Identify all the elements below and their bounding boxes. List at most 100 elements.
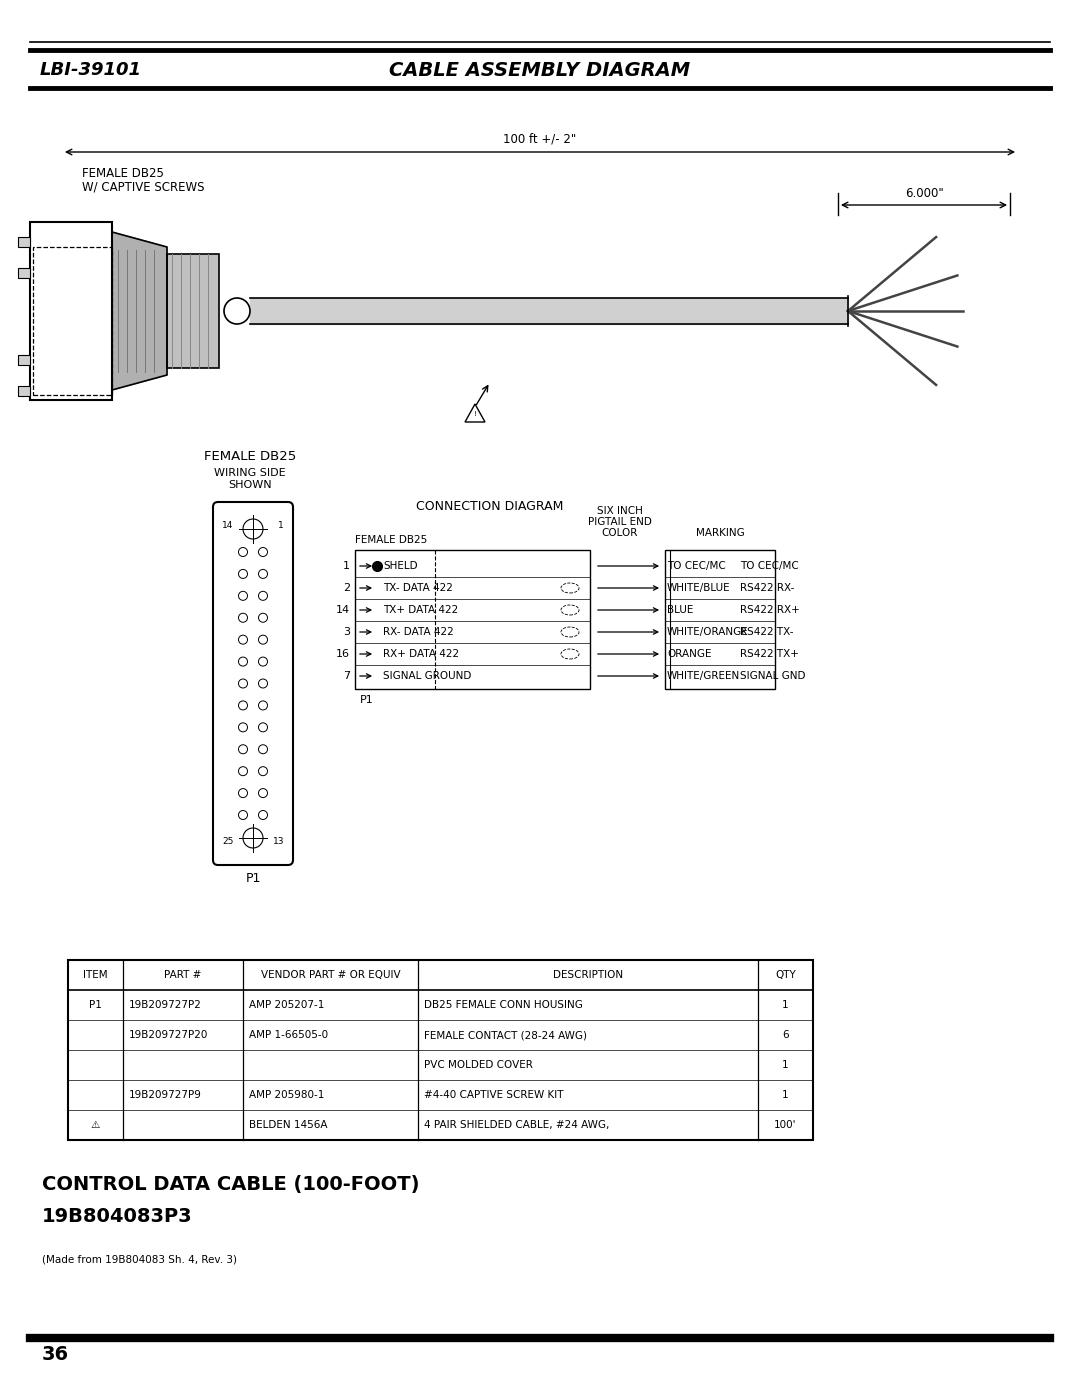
Text: ⚠: ⚠ <box>91 1120 100 1130</box>
Text: PIGTAIL END: PIGTAIL END <box>589 517 652 527</box>
Text: PART #: PART # <box>164 970 202 981</box>
Text: WHITE/ORANGE: WHITE/ORANGE <box>667 627 748 637</box>
Text: 1: 1 <box>279 521 284 529</box>
Text: 19B209727P9: 19B209727P9 <box>129 1090 202 1099</box>
Text: LBI-39101: LBI-39101 <box>40 61 141 80</box>
Circle shape <box>239 810 247 820</box>
Circle shape <box>258 679 268 687</box>
Bar <box>167 254 219 367</box>
Text: PVC MOLDED COVER: PVC MOLDED COVER <box>424 1060 532 1070</box>
Text: 1: 1 <box>782 1000 788 1010</box>
Bar <box>18 355 30 365</box>
Text: DESCRIPTION: DESCRIPTION <box>553 970 623 981</box>
Text: FEMALE DB25: FEMALE DB25 <box>355 535 428 545</box>
Bar <box>665 550 775 689</box>
Text: FEMALE DB25: FEMALE DB25 <box>82 168 164 180</box>
Text: TO CEC/MC: TO CEC/MC <box>667 562 726 571</box>
Text: WIRING SIDE: WIRING SIDE <box>214 468 286 478</box>
Circle shape <box>258 810 268 820</box>
Text: 100': 100' <box>774 1120 797 1130</box>
Text: 3: 3 <box>343 627 350 637</box>
Text: RS422 TX+: RS422 TX+ <box>740 650 799 659</box>
Text: SIGNAL GND: SIGNAL GND <box>740 671 806 680</box>
Text: BLUE: BLUE <box>667 605 693 615</box>
Circle shape <box>258 591 268 601</box>
Text: 4 PAIR SHIELDED CABLE, #24 AWG,: 4 PAIR SHIELDED CABLE, #24 AWG, <box>424 1120 609 1130</box>
Text: P1: P1 <box>89 1000 102 1010</box>
Text: QTY: QTY <box>775 970 796 981</box>
Text: FEMALE DB25: FEMALE DB25 <box>204 450 296 462</box>
Polygon shape <box>249 298 848 324</box>
Circle shape <box>258 613 268 622</box>
Text: VENDOR PART # OR EQUIV: VENDOR PART # OR EQUIV <box>260 970 401 981</box>
Circle shape <box>258 767 268 775</box>
Text: #4-40 CAPTIVE SCREW KIT: #4-40 CAPTIVE SCREW KIT <box>424 1090 564 1099</box>
Text: 14: 14 <box>336 605 350 615</box>
FancyBboxPatch shape <box>213 502 293 865</box>
Circle shape <box>239 722 247 732</box>
Text: TO CEC/MC: TO CEC/MC <box>740 562 799 571</box>
Circle shape <box>258 548 268 556</box>
Text: W/ CAPTIVE SCREWS: W/ CAPTIVE SCREWS <box>82 180 204 193</box>
Text: CABLE ASSEMBLY DIAGRAM: CABLE ASSEMBLY DIAGRAM <box>390 60 690 80</box>
Text: RS422 RX-: RS422 RX- <box>740 583 795 592</box>
Bar <box>18 386 30 395</box>
Text: 6.000": 6.000" <box>905 187 943 200</box>
Text: SHELD: SHELD <box>383 562 418 571</box>
Bar <box>355 550 590 689</box>
Text: 2: 2 <box>342 583 350 592</box>
Circle shape <box>239 591 247 601</box>
Text: RS422 TX-: RS422 TX- <box>740 627 794 637</box>
Text: P1: P1 <box>245 872 260 886</box>
Text: 6: 6 <box>782 1030 788 1039</box>
Text: AMP 205980-1: AMP 205980-1 <box>249 1090 324 1099</box>
Text: BELDEN 1456A: BELDEN 1456A <box>249 1120 327 1130</box>
Circle shape <box>258 657 268 666</box>
Text: 14: 14 <box>222 521 233 529</box>
Text: 19B804083P3: 19B804083P3 <box>42 1207 192 1227</box>
Text: 19B209727P2: 19B209727P2 <box>129 1000 202 1010</box>
Text: 1: 1 <box>782 1060 788 1070</box>
Text: SIGNAL GROUND: SIGNAL GROUND <box>383 671 471 680</box>
Circle shape <box>258 788 268 798</box>
Circle shape <box>239 657 247 666</box>
Text: AMP 205207-1: AMP 205207-1 <box>249 1000 324 1010</box>
Text: 100 ft +/- 2": 100 ft +/- 2" <box>503 133 577 147</box>
Text: 16: 16 <box>336 650 350 659</box>
Text: RX- DATA 422: RX- DATA 422 <box>383 627 454 637</box>
Text: 1: 1 <box>343 562 350 571</box>
Text: RS422 RX+: RS422 RX+ <box>740 605 800 615</box>
Text: ITEM: ITEM <box>83 970 108 981</box>
Text: 25: 25 <box>222 837 233 847</box>
Text: 1: 1 <box>782 1090 788 1099</box>
Text: SHOWN: SHOWN <box>228 481 272 490</box>
Circle shape <box>239 679 247 687</box>
Circle shape <box>258 745 268 754</box>
Text: TX- DATA 422: TX- DATA 422 <box>383 583 453 592</box>
Text: 19B209727P20: 19B209727P20 <box>129 1030 208 1039</box>
Circle shape <box>239 636 247 644</box>
Circle shape <box>239 788 247 798</box>
Circle shape <box>239 613 247 622</box>
Polygon shape <box>465 404 485 422</box>
Bar <box>30 222 112 400</box>
Text: 7: 7 <box>342 671 350 680</box>
Bar <box>68 960 813 1140</box>
Text: SIX INCH: SIX INCH <box>597 506 643 515</box>
Circle shape <box>258 636 268 644</box>
Text: AMP 1-66505-0: AMP 1-66505-0 <box>249 1030 328 1039</box>
Text: 36: 36 <box>42 1345 69 1363</box>
Text: CONTROL DATA CABLE (100-FOOT): CONTROL DATA CABLE (100-FOOT) <box>42 1175 419 1194</box>
Text: !: ! <box>473 411 476 416</box>
Polygon shape <box>112 232 167 390</box>
Bar <box>18 237 30 247</box>
Circle shape <box>239 548 247 556</box>
Text: DB25 FEMALE CONN HOUSING: DB25 FEMALE CONN HOUSING <box>424 1000 583 1010</box>
Circle shape <box>258 701 268 710</box>
Text: ORANGE: ORANGE <box>667 650 712 659</box>
Text: TX+ DATA 422: TX+ DATA 422 <box>383 605 458 615</box>
Text: RX+ DATA 422: RX+ DATA 422 <box>383 650 459 659</box>
Text: FEMALE CONTACT (28-24 AWG): FEMALE CONTACT (28-24 AWG) <box>424 1030 588 1039</box>
Bar <box>18 268 30 278</box>
Circle shape <box>258 722 268 732</box>
